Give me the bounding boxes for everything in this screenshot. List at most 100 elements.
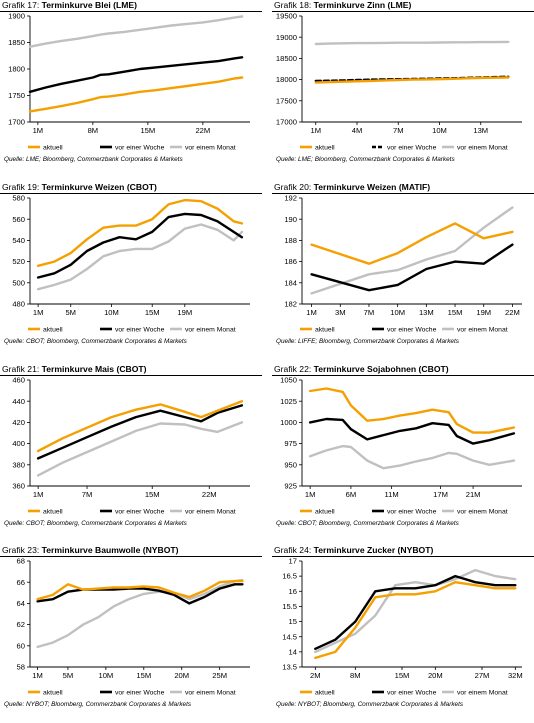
legend-label: vor einer Woche	[115, 144, 165, 151]
series-line-woche	[308, 417, 516, 445]
legend-label: vor einer Woche	[387, 689, 437, 696]
x-tick-label: 5M	[63, 671, 74, 680]
x-tick-label: 5M	[65, 308, 76, 317]
series-line-monat	[36, 223, 244, 291]
series-line-aktuell	[314, 76, 510, 84]
y-tick-label: 19500	[276, 12, 297, 21]
title-rule	[0, 375, 262, 376]
line-chart: 1700 1750 1800 1850 1900 1M 8M 15M 22M aktuell vor…	[8, 12, 250, 151]
x-tick-label: 3M	[335, 308, 346, 317]
title-rule	[272, 375, 534, 376]
x-tick-label: 1M	[33, 308, 44, 317]
legend-label: vor einem Monat	[457, 508, 508, 515]
series-line-woche	[314, 574, 517, 651]
chart-title-text: Terminkurve Mais (CBOT)	[39, 364, 147, 374]
title-rule	[272, 193, 534, 194]
y-tick-label: 188	[284, 236, 297, 245]
legend-label: aktuell	[43, 689, 63, 696]
y-tick-label: 440	[12, 397, 25, 406]
x-tick-label: 25M	[212, 671, 227, 680]
line-chart: 58 60 62 64 66 68 1M 5M 10M 15M 20M 25M aktuell vor e…	[17, 557, 250, 696]
x-tick-label: 15M	[145, 308, 160, 317]
chart-title: Grafik 20: Terminkurve Weizen (MATIF)	[274, 182, 430, 192]
line-chart: 480 500 520 540 560 580 1M 5M 10M 15M 19M aktuell vo…	[12, 194, 250, 333]
y-tick-label: 1900	[8, 12, 25, 21]
chart-panel-19: Grafik 19: Terminkurve Weizen (CBOT) 480 5…	[0, 182, 262, 360]
y-tick-label: 460	[12, 376, 25, 385]
x-tick-label: 19M	[476, 308, 491, 317]
y-tick-label: 925	[284, 482, 297, 491]
x-tick-label: 19M	[177, 308, 192, 317]
legend-label: aktuell	[315, 508, 335, 515]
x-tick-label: 15M	[448, 308, 463, 317]
series-line-woche	[36, 212, 244, 279]
series-line-monat	[310, 206, 514, 295]
x-tick-label: 1M	[305, 490, 316, 499]
chart-title: Grafik 17: Terminkurve Blei (LME)	[2, 0, 137, 10]
x-tick-label: 10M	[390, 308, 405, 317]
chart-title: Grafik 19: Terminkurve Weizen (CBOT)	[2, 182, 157, 192]
series-line-woche	[36, 404, 244, 460]
y-tick-label: 15.5	[282, 602, 297, 611]
chart-panel-22: Grafik 22: Terminkurve Sojabohnen (CBOT)…	[272, 364, 534, 542]
chart-title: Grafik 21: Terminkurve Mais (CBOT)	[2, 364, 147, 374]
source-note: Quelle: CBOT; Bloomberg, Commerzbank Cor…	[4, 520, 187, 527]
chart-number: Grafik 22:	[274, 364, 312, 374]
legend-label: aktuell	[315, 689, 335, 696]
series-line-monat	[28, 15, 244, 48]
legend-label: vor einem Monat	[185, 689, 236, 696]
series-line-woche	[310, 243, 514, 292]
legend-label: aktuell	[315, 326, 335, 333]
y-tick-label: 15	[289, 617, 297, 626]
x-tick-label: 15M	[140, 126, 155, 135]
y-tick-label: 480	[12, 300, 25, 309]
chart-panel-21: Grafik 21: Terminkurve Mais (CBOT) 360 380…	[0, 364, 262, 542]
x-tick-label: 22M	[195, 126, 210, 135]
y-tick-label: 17	[289, 557, 297, 566]
x-tick-label: 32M	[508, 671, 523, 680]
series-line-aktuell	[36, 579, 244, 601]
y-tick-label: 14	[289, 647, 297, 656]
x-tick-label: 10M	[98, 671, 113, 680]
y-tick-label: 1750	[8, 91, 25, 100]
legend-label: aktuell	[315, 144, 335, 151]
x-tick-label: 17M	[433, 490, 448, 499]
legend-label: vor einem Monat	[185, 144, 236, 151]
chart-title: Grafik 23: Terminkurve Baumwolle (NYBOT)	[2, 545, 179, 555]
legend-label: vor einer Woche	[387, 144, 437, 151]
x-tick-label: 1M	[32, 671, 43, 680]
y-tick-label: 66	[17, 578, 25, 587]
y-tick-label: 18000	[276, 75, 297, 84]
y-tick-label: 1700	[8, 118, 25, 127]
source-note: Quelle: LIFFE; Bloomberg, Commerzbank Co…	[276, 338, 459, 345]
x-tick-label: 2M	[310, 671, 321, 680]
series-line-aktuell	[310, 222, 514, 265]
source-note: Quelle: CBOT; Bloomberg, Commerzbank Cor…	[4, 338, 187, 345]
x-tick-label: 22M	[505, 308, 520, 317]
y-tick-label: 420	[12, 418, 25, 427]
y-tick-label: 520	[12, 257, 25, 266]
chart-title: Grafik 22: Terminkurve Sojabohnen (CBOT)	[274, 364, 449, 374]
chart-number: Grafik 19:	[2, 182, 40, 192]
line-chart: 360 380 400 420 440 460 1M 7M 15M 22M aktuell vor e…	[12, 376, 250, 515]
x-tick-label: 8M	[350, 671, 361, 680]
y-tick-label: 18500	[276, 54, 297, 63]
legend-label: vor einem Monat	[457, 144, 508, 151]
x-tick-label: 1M	[33, 126, 44, 135]
y-tick-label: 1050	[280, 376, 297, 385]
series-line-aktuell	[314, 581, 517, 660]
title-rule	[0, 556, 262, 557]
legend-label: vor einer Woche	[387, 508, 437, 515]
x-tick-label: 6M	[346, 490, 357, 499]
y-tick-label: 560	[12, 215, 25, 224]
source-note: Quelle: LME; Bloomberg, Commerzbank Corp…	[4, 156, 183, 163]
x-tick-label: 1M	[33, 490, 44, 499]
chart-title-text: Terminkurve Weizen (CBOT)	[39, 182, 157, 192]
chart-title-text: Terminkurve Weizen (MATIF)	[311, 182, 431, 192]
legend-label: vor einer Woche	[115, 508, 165, 515]
title-rule	[0, 11, 262, 12]
line-chart: 17000 17500 18000 18500 19000 19500 1M 4M 7M 10M 1…	[276, 12, 522, 151]
chart-panel-18: Grafik 18: Terminkurve Zinn (LME) 17000 17…	[272, 0, 534, 178]
line-chart: 182 184 186 188 190 192 1M 3M 7M 10M 13M 15M 19M 22M a…	[284, 194, 522, 333]
x-tick-label: 7M	[393, 126, 404, 135]
